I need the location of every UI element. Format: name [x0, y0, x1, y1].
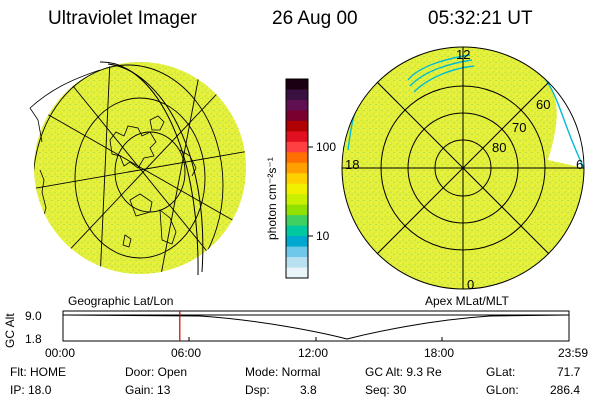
status-glon-value: 286.4 [550, 383, 581, 397]
status-seq: Seq: 30 [365, 383, 407, 397]
colorbar-frame [285, 78, 309, 279]
magnetic-map [341, 46, 585, 290]
mag-panel-label: Apex MLat/MLT [425, 294, 509, 308]
mlt-label-18: 18 [345, 157, 360, 172]
colorbar-segment [286, 99, 308, 111]
timeline-xtick-12: 12:00 [298, 346, 329, 360]
colorbar-segment [286, 110, 308, 122]
status-dsp-value: 3.8 [300, 383, 317, 397]
auroral-arcs [347, 54, 584, 169]
color-scale-bar [286, 79, 308, 279]
mlt-label-12: 12 [456, 47, 471, 62]
mlt-label-0: 0 [467, 277, 475, 292]
colorbar-segment [286, 120, 308, 132]
altitude-timeline [62, 310, 570, 342]
timeline-xtick-24: 23:59 [558, 346, 589, 360]
colorbar-segment [286, 194, 308, 206]
colorbar-segment [286, 257, 308, 269]
colorbar-segment [286, 173, 308, 185]
date-label: 26 Aug 00 [272, 8, 358, 29]
geo-limb-curve-2 [107, 63, 204, 273]
colorbar-segment [286, 215, 308, 227]
colorbar-segment [286, 162, 308, 174]
geo-coast-west [29, 107, 43, 143]
mlt-label-6: 6 [576, 157, 584, 172]
timeline-yval-bottom: 1.8 [25, 332, 42, 346]
geo-coastlines [39, 115, 197, 248]
status-gc-alt: GC Alt: 9.3 Re [365, 365, 442, 379]
colorbar-segment [286, 141, 308, 153]
colorbar-segment [286, 204, 308, 216]
status-ip: IP: 18.0 [10, 383, 52, 397]
colorbar-segment [286, 131, 308, 143]
status-gain: Gain: 13 [125, 383, 171, 397]
mlat-label-70: 70 [512, 120, 527, 135]
status-dsp-label: Dsp: [245, 383, 270, 397]
status-glat-value: 71.7 [557, 365, 581, 379]
geo-limb-curve-1 [99, 61, 199, 276]
colorbar-tick-label-10: 10 [316, 229, 330, 243]
colorbar-segment [286, 246, 308, 258]
mlat-label-80: 80 [492, 140, 507, 155]
colorbar-tick-label-100: 100 [316, 140, 337, 154]
status-glon-label: GLon: [486, 383, 519, 397]
status-door: Door: Open [125, 365, 188, 379]
timeline-ylabel: GC Alt [3, 313, 17, 348]
geographic-map [29, 61, 246, 276]
colorbar-segment [286, 89, 308, 101]
geo-coast-edge [29, 69, 101, 109]
geo-grid [34, 62, 246, 274]
colorbar-segment [286, 225, 308, 237]
timeline-xtick-0: 00:00 [45, 346, 76, 360]
timeline-yval-top: 9.0 [25, 309, 42, 323]
status-flt: Flt: HOME [10, 365, 66, 379]
colorbar-unit-label: photon cm⁻²s⁻¹ [265, 157, 279, 240]
colorbar-segment [286, 236, 308, 248]
colorbar-segment [286, 267, 308, 279]
altitude-curve [62, 314, 570, 340]
mag-grid [341, 46, 585, 290]
geo-panel-label: Geographic Lat/Lon [68, 294, 174, 308]
time-label: 05:32:21 UT [428, 8, 533, 29]
colorbar-segment [286, 152, 308, 164]
timeline-xtick-18: 18:00 [424, 346, 455, 360]
colorbar-segment [286, 79, 308, 90]
timeline-xtick-6: 06:00 [171, 346, 202, 360]
instrument-title: Ultraviolet Imager [48, 8, 197, 29]
mlat-label-60: 60 [536, 97, 551, 112]
status-glat-label: GLat: [486, 365, 516, 379]
colorbar-segment [286, 183, 308, 195]
status-mode: Mode: Normal [245, 365, 321, 379]
